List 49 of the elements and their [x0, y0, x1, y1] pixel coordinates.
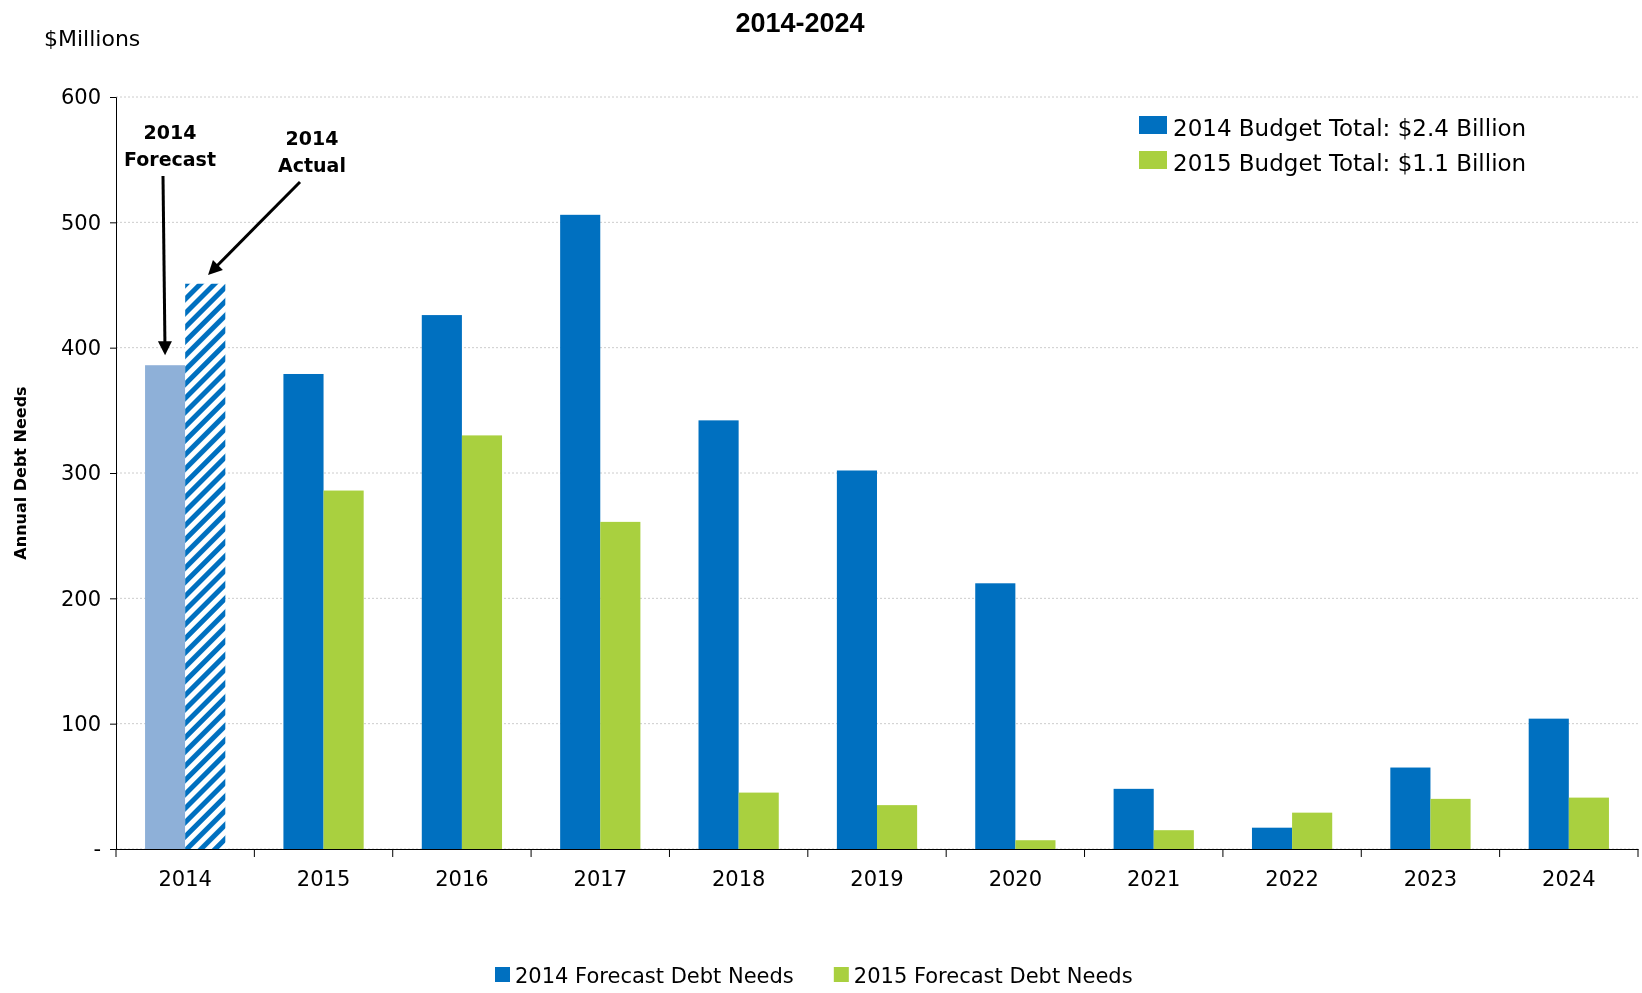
bar — [323, 490, 364, 849]
annotation: 2015 Budget Total: $1.1 Billion — [1173, 150, 1527, 176]
bar — [1251, 827, 1293, 849]
bar — [1015, 840, 1056, 849]
annotation: 2014 Actual — [278, 127, 346, 176]
bar — [975, 583, 1016, 849]
chart-title: 2014-2024 — [735, 8, 865, 38]
bar — [185, 283, 226, 849]
bar — [1568, 797, 1609, 849]
bar — [836, 470, 877, 849]
x-tick-label: 2017 — [573, 866, 627, 891]
legend-label: 2014 Forecast Debt Needs — [515, 964, 794, 988]
bar — [738, 792, 779, 849]
bar — [1430, 798, 1471, 849]
bar — [1113, 788, 1154, 849]
bar — [1153, 830, 1194, 849]
text: $Millions — [44, 26, 141, 51]
bar — [283, 373, 324, 849]
y-tick-label: 200 — [60, 586, 101, 611]
y-tick-label: 400 — [60, 335, 101, 360]
bar — [877, 805, 918, 849]
bar — [698, 420, 739, 849]
legend-label: 2015 Forecast Debt Needs — [853, 964, 1133, 988]
bar — [461, 435, 503, 849]
y-tick-label: 300 — [60, 461, 101, 486]
x-tick-label: 2023 — [1403, 866, 1458, 891]
x-tick-label: 2019 — [850, 866, 904, 891]
bar — [421, 315, 462, 849]
bar — [1292, 812, 1333, 849]
bar — [145, 365, 186, 849]
bar — [600, 521, 641, 849]
x-tick-label: 2018 — [711, 866, 766, 891]
x-tick-label: 2021 — [1127, 866, 1181, 891]
y-tick-label: 600 — [60, 85, 101, 110]
bar — [1528, 718, 1569, 849]
bar — [1390, 767, 1431, 849]
y-tick-label: 500 — [60, 210, 101, 235]
x-tick-label: 2020 — [988, 866, 1043, 891]
x-tick-label: 2014 — [158, 866, 212, 891]
y-tick-label: - — [93, 837, 101, 862]
x-tick-label: 2016 — [435, 866, 489, 891]
x-tick-label: 2024 — [1542, 866, 1596, 891]
annotation: 2014 Forecast — [124, 121, 216, 170]
annotation: 2014 Budget Total: $2.4 Billion — [1173, 115, 1527, 141]
y-tick-label: 100 — [60, 711, 101, 736]
x-tick-label: 2015 — [296, 866, 351, 891]
x-tick-label: 2022 — [1265, 866, 1319, 891]
y-axis-title: Annual Debt Needs — [11, 386, 30, 560]
bar — [560, 214, 601, 849]
